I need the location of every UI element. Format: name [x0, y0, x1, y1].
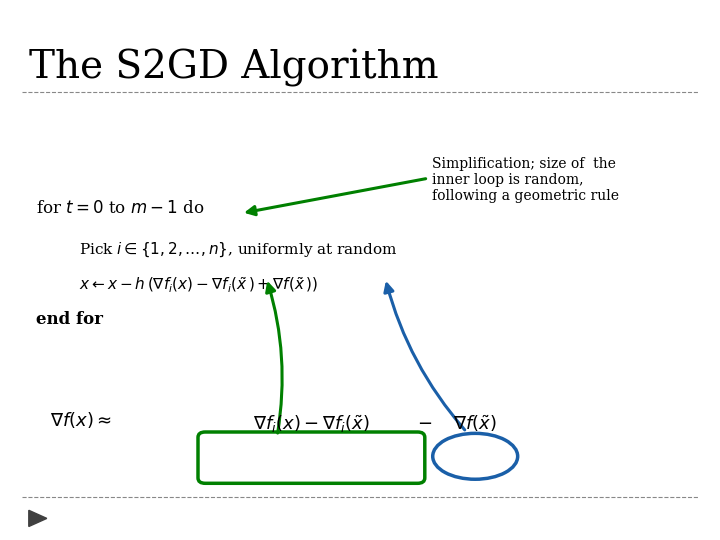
Text: The S2GD Algorithm: The S2GD Algorithm: [29, 49, 438, 86]
Text: $\nabla f_i(x) - \nabla f_i(\tilde{x})$: $\nabla f_i(x) - \nabla f_i(\tilde{x})$: [253, 413, 370, 435]
FancyBboxPatch shape: [198, 432, 425, 483]
Text: for $t = 0$ to $m-1$ do: for $t = 0$ to $m-1$ do: [36, 200, 204, 217]
Text: Pick $i \in \{1, 2, \ldots, n\}$, uniformly at random: Pick $i \in \{1, 2, \ldots, n\}$, unifor…: [79, 240, 398, 259]
Text: $-$: $-$: [417, 413, 433, 431]
Text: $\nabla f(\tilde{x})$: $\nabla f(\tilde{x})$: [454, 413, 497, 434]
Text: end for: end for: [36, 310, 103, 327]
Text: Simplification; size of  the
inner loop is random,
following a geometric rule: Simplification; size of the inner loop i…: [432, 157, 619, 203]
Text: $\nabla f(x) \approx$: $\nabla f(x) \approx$: [50, 410, 112, 430]
Ellipse shape: [433, 433, 518, 480]
Polygon shape: [29, 510, 47, 526]
Text: $x \leftarrow x - h\,(\nabla f_i(x) - \nabla f_i(\tilde{x}\,) + \nabla f(\tilde{: $x \leftarrow x - h\,(\nabla f_i(x) - \n…: [79, 275, 318, 295]
